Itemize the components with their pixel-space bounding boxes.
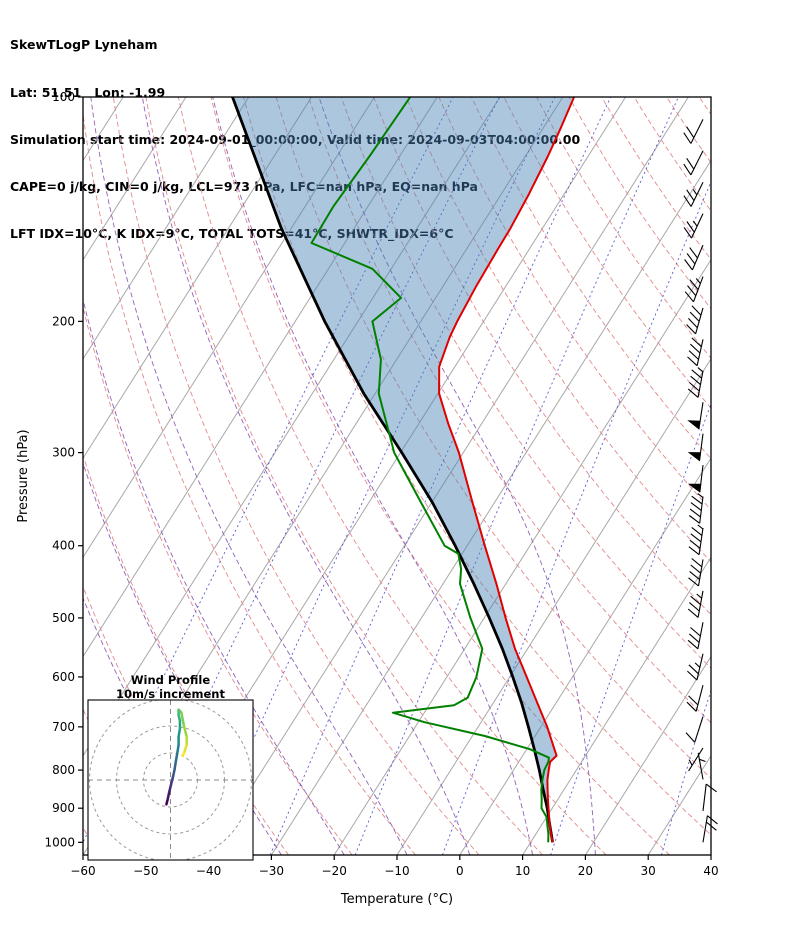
x-tick-label: 20 [578,864,593,878]
wind-barb [686,305,704,335]
wind-barb [684,276,704,303]
wind-barb [684,244,704,271]
wind-barb [687,433,704,462]
wind-barb [688,493,704,524]
wind-barb [687,402,704,430]
hodograph-ring [116,725,225,835]
wind-barb [688,558,704,587]
x-tick-label: 0 [456,864,464,878]
x-tick-label: 10 [515,864,530,878]
indices-line-1: CAPE=0 j/kg, CIN=0 j/kg, LCL=973 hPa, LF… [10,178,478,194]
hodograph-ring [143,752,198,808]
wind-barb [688,747,704,772]
y-axis: 100 200 300 400 500 600 700 800 900 1000 [44,90,83,849]
wind-barb [686,685,704,712]
x-tick-label: 40 [703,864,718,878]
y-tick-label: 900 [52,801,75,815]
y-axis-title: Pressure (hPa) [16,429,31,522]
x-tick-label: −30 [259,864,284,878]
wind-barb [702,783,717,811]
hodograph-title: Wind Profile [131,673,211,687]
y-tick-label: 800 [52,763,75,777]
dewpoint-curve [310,97,550,843]
x-axis: −60 −50 −40 −30 −20 −10 0 10 20 30 40 [70,855,719,878]
y-tick-label: 400 [52,539,75,553]
wind-barb [687,653,704,681]
x-tick-label: −20 [322,864,347,878]
y-tick-label: 300 [52,446,75,460]
time-line: Simulation start time: 2024-09-01_00:00:… [10,131,580,147]
profile-curves [231,97,576,843]
wind-barb [697,752,706,780]
location-line: Lat: 51.51 Lon: -1.99 [10,84,166,100]
dry-adiabats [83,97,711,855]
wind-barb [683,119,704,144]
x-tick-label: −60 [70,864,95,878]
parcel-curve [231,97,554,843]
hodograph-trace [165,708,188,806]
wind-barb [683,181,704,207]
y-tick-label: 100 [52,90,75,104]
wind-barb [702,815,718,843]
background-grid [83,97,711,855]
x-tick-label: −10 [384,864,409,878]
wind-barb [683,213,704,239]
y-tick-label: 1000 [44,835,75,849]
y-tick-label: 500 [52,611,75,625]
wind-barb [687,622,704,650]
axes: −60 −50 −40 −30 −20 −10 0 10 20 30 40 100 200 300 400 5… [16,90,719,907]
wind-barb [687,465,704,493]
indices-line-2: LFT IDX=10°C, K IDX=9°C, TOTAL TOTS=41°C… [10,225,454,241]
figure-header: SkewTLogP Lyneham Lat: 51.51 Lon: -1.99 … [10,6,580,273]
y-tick-label: 200 [52,314,75,328]
y-tick-label: 700 [52,720,75,734]
x-axis-title: Temperature (°C) [340,892,453,907]
figure-title: SkewTLogP Lyneham [10,37,158,53]
wind-barb [688,524,704,556]
wind-barb [685,716,704,743]
wind-barbs [683,119,718,843]
temperature-curve [438,97,576,843]
y-tick-label: 600 [52,670,75,684]
wind-barb [687,337,704,367]
wind-barb [683,150,704,176]
cin-shading [232,97,575,843]
hodograph-ring [89,700,252,860]
hodograph-subtitle: 10m/s increment [116,687,225,701]
x-tick-label: −50 [133,864,158,878]
x-tick-label: 30 [641,864,656,878]
wind-barb [687,590,704,618]
wind-barb [687,367,704,398]
x-tick-label: −40 [196,864,221,878]
